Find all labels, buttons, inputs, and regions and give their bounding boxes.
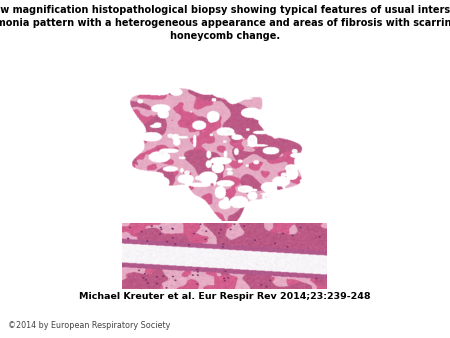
Text: Michael Kreuter et al. Eur Respir Rev 2014;23:239-248: Michael Kreuter et al. Eur Respir Rev 20…: [79, 292, 371, 301]
Text: a) Low magnification histopathological biopsy showing typical features of usual : a) Low magnification histopathological b…: [0, 5, 450, 42]
Text: ©2014 by European Respiratory Society: ©2014 by European Respiratory Society: [8, 320, 171, 330]
